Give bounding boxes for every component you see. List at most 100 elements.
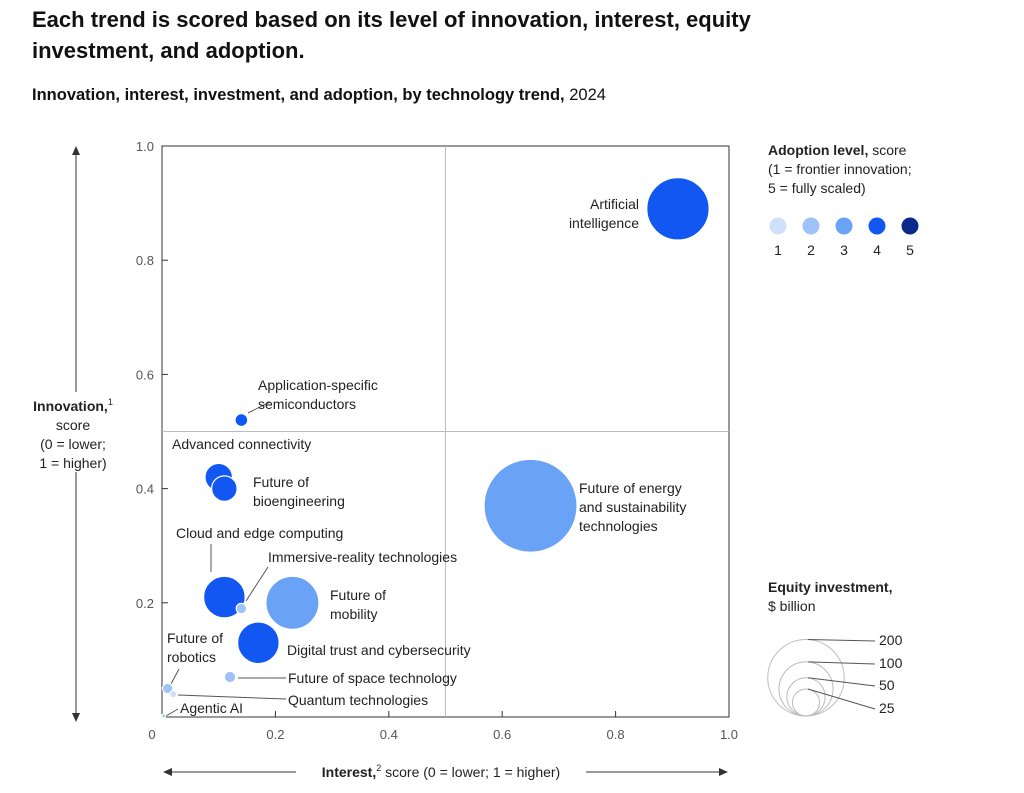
y-label-line3: 1 = higher) xyxy=(39,455,106,471)
adoption-level-3: 3 xyxy=(840,242,848,258)
y-tick-label: 0.8 xyxy=(136,253,154,268)
label-leader-lines xyxy=(165,401,287,717)
y-tick-label: 0.4 xyxy=(136,482,154,497)
x-tick-label: 0 xyxy=(148,727,155,742)
x-tick-label: 0.4 xyxy=(380,727,398,742)
adoption-level-1: 1 xyxy=(774,242,782,258)
y-label-line1: score xyxy=(56,417,90,433)
subtitle-main: Innovation, interest, investment, and ad… xyxy=(32,86,565,104)
label-line: Advanced connectivity xyxy=(172,436,311,452)
label-future-of-bioengineering: Future of bioengineering xyxy=(253,474,345,509)
investment-leader-50 xyxy=(807,677,876,687)
investment-label-50: 50 xyxy=(879,677,895,693)
investment-leader-25 xyxy=(807,688,876,710)
adoption-legend-line1: (1 = frontier innovation; xyxy=(768,161,912,177)
label-application-specific-semiconductors: Application-specific semiconductors xyxy=(258,377,378,412)
bubble-application-specific-semiconductors xyxy=(234,413,249,428)
bubble-future-of-space-technology xyxy=(223,670,237,684)
bubble-future-of-bioengineering xyxy=(211,475,238,502)
label-line: Cloud and edge computing xyxy=(176,525,343,541)
label-line: Artificial xyxy=(590,196,639,212)
adoption-dot-1 xyxy=(769,217,787,235)
adoption-dot-3 xyxy=(835,217,853,235)
bubble-artificial-intelligence xyxy=(646,177,710,241)
investment-leader-200 xyxy=(807,639,876,642)
y-tick-label: 0.6 xyxy=(136,367,154,382)
label-line: Agentic AI xyxy=(180,700,243,716)
investment-leader-100 xyxy=(807,661,876,665)
label-line: Application-specific xyxy=(258,377,378,393)
label-line: semiconductors xyxy=(258,396,356,412)
label-line: intelligence xyxy=(569,215,639,231)
svg-text:Adoption level, score: Adoption level, score xyxy=(768,142,907,158)
label-line: Future of energy xyxy=(579,480,682,496)
y-label-bold: Innovation, xyxy=(33,398,108,414)
label-line: mobility xyxy=(330,606,377,622)
bubble-immersive-reality-technologies xyxy=(235,602,248,615)
adoption-legend: Adoption level, score (1 = frontier inno… xyxy=(768,142,919,258)
label-advanced-connectivity: Advanced connectivity xyxy=(172,436,311,452)
investment-label-100: 100 xyxy=(879,655,903,671)
label-line: robotics xyxy=(167,649,216,665)
y-label-line2: (0 = lower; xyxy=(40,436,106,452)
y-axis-arrow xyxy=(72,146,80,722)
adoption-level-4: 4 xyxy=(873,242,881,258)
label-line: Future of space technology xyxy=(288,670,457,686)
leader-future-of-robotics xyxy=(170,668,180,685)
x-tick-label: 0.8 xyxy=(607,727,625,742)
adoption-level-5: 5 xyxy=(906,242,914,258)
investment-label-200: 200 xyxy=(879,632,903,648)
label-line: bioengineering xyxy=(253,493,345,509)
investment-legend-circles: 200 100 50 25 xyxy=(767,632,903,717)
leader-agentic-ai xyxy=(165,708,179,717)
label-line: Future of xyxy=(167,630,223,646)
investment-label-25: 25 xyxy=(879,700,895,716)
adoption-legend-title: Adoption level, xyxy=(768,142,868,158)
leader-immersive-reality-technologies xyxy=(245,566,269,602)
bubble-future-of-robotics xyxy=(161,682,174,695)
y-axis-label: Innovation,1 score (0 = lower; 1 = highe… xyxy=(33,397,113,471)
label-cloud-and-edge-computing: Cloud and edge computing xyxy=(176,525,343,541)
svg-text:Innovation,1: Innovation,1 xyxy=(33,397,113,414)
label-future-of-mobility: Future of mobility xyxy=(330,587,386,622)
bubble-cloud-and-edge-computing xyxy=(202,575,246,619)
investment-circle-50 xyxy=(786,677,826,717)
chart-title: Each trend is scored based on its level … xyxy=(32,7,751,63)
bubble-labels: Artificial intelligence Application-specif… xyxy=(167,196,686,716)
y-tick-label: 1.0 xyxy=(136,139,154,154)
chart-subtitle: Innovation, interest, investment, and ad… xyxy=(32,86,606,105)
quadrant-lines xyxy=(162,146,729,717)
bubbles xyxy=(161,177,710,719)
bubble-future-of-mobility xyxy=(265,575,320,630)
label-artificial-intelligence: Artificial intelligence xyxy=(569,196,639,231)
x-label-rest: score (0 = lower; 1 = higher) xyxy=(381,764,560,780)
label-line: Future of xyxy=(253,474,309,490)
label-line: Quantum technologies xyxy=(288,692,428,708)
label-future-of-energy-and-sustainability-technologies: Future of energy and sustainability techno… xyxy=(579,480,686,534)
investment-legend: Equity investment, $ billion 200 100 50 25 xyxy=(767,579,903,717)
adoption-legend-line2: 5 = fully scaled) xyxy=(768,180,866,196)
x-tick-label: 0.6 xyxy=(493,727,511,742)
bubble-quantum-technologies xyxy=(169,689,178,699)
label-future-of-robotics: Future of robotics xyxy=(167,630,223,665)
leader-quantum-technologies xyxy=(177,694,287,700)
investment-circle-25 xyxy=(791,688,821,717)
bubble-digital-trust-and-cybersecurity xyxy=(236,621,280,665)
bubble-future-of-energy-and-sustainability-technologies xyxy=(483,458,578,553)
label-quantum-technologies: Quantum technologies xyxy=(288,692,428,708)
axis-ticks: 0 0.2 0.4 0.6 0.8 1.0 0.2 0.4 0.6 0.8 1.0 xyxy=(136,139,738,742)
leader-application-specific-semiconductors xyxy=(247,401,271,414)
x-label-bold: Interest, xyxy=(322,764,376,780)
x-tick-label: 0.2 xyxy=(266,727,284,742)
label-line: and sustainability xyxy=(579,499,686,515)
label-immersive-reality-technologies: Immersive-reality technologies xyxy=(268,549,457,565)
label-future-of-space-technology: Future of space technology xyxy=(288,670,457,686)
x-axis-label: Interest,2 score (0 = lower; 1 = higher) xyxy=(322,763,560,780)
y-tick-label: 0.2 xyxy=(136,596,154,611)
x-tick-label: 1.0 xyxy=(720,727,738,742)
adoption-legend-title-rest: score xyxy=(868,142,906,158)
investment-legend-title: Equity investment, xyxy=(768,579,892,595)
label-line: Future of xyxy=(330,587,386,603)
adoption-level-2: 2 xyxy=(807,242,815,258)
